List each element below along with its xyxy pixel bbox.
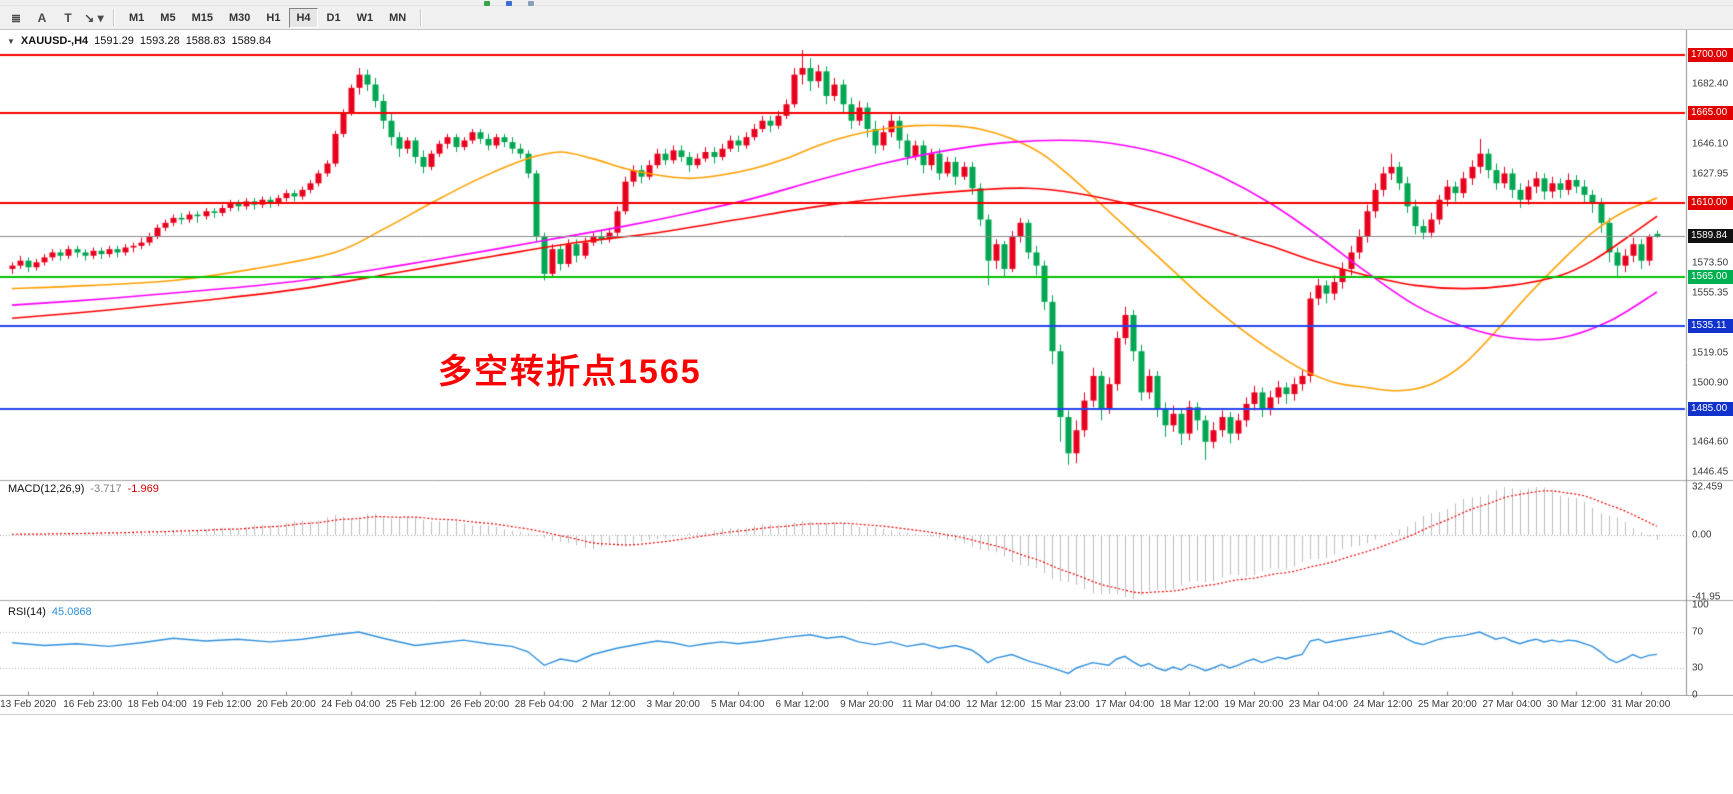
bottom-panel-space bbox=[0, 715, 1733, 794]
price-axis-tick: 1555.35 bbox=[1692, 287, 1729, 299]
time-axis-label: 24 Feb 04:00 bbox=[321, 699, 381, 710]
time-axis-label: 13 Feb 2020 bbox=[0, 699, 57, 710]
time-axis-label: 25 Feb 12:00 bbox=[385, 699, 445, 710]
chart-text-annotation[interactable]: 多空转折点1565 bbox=[438, 353, 702, 391]
time-axis-label: 16 Feb 23:00 bbox=[63, 699, 123, 710]
price-axis-tick: 1519.05 bbox=[1692, 347, 1729, 359]
rsi-axis-tick: 100 bbox=[1692, 599, 1709, 611]
rsi-axis-tick: 70 bbox=[1692, 626, 1704, 638]
price-level-badge: 1535.11 bbox=[1688, 319, 1733, 334]
macd-name: MACD(12,26,9) bbox=[8, 483, 85, 495]
rsi-axis-tick: 30 bbox=[1692, 662, 1704, 674]
macd-axis-tick: 32.459 bbox=[1692, 481, 1723, 493]
charts-grid-icon: ≣ bbox=[10, 10, 22, 25]
timeframe-d1-button[interactable]: D1 bbox=[320, 8, 348, 28]
timeframe-h1-button[interactable]: H1 bbox=[259, 8, 287, 28]
symbol-timeframe-label: XAUUSD-,H4 bbox=[20, 35, 89, 47]
rsi-value: 45.0868 bbox=[51, 606, 92, 618]
price-axis-tick: 1446.45 bbox=[1692, 466, 1729, 478]
time-axis-label: 23 Mar 04:00 bbox=[1288, 699, 1348, 710]
timeframe-m30-button[interactable]: M30 bbox=[222, 8, 257, 28]
rsi-indicator-label: RSI(14) 45.0868 bbox=[8, 606, 92, 618]
macd-axis-tick: 0.00 bbox=[1692, 529, 1712, 541]
time-axis-label: 20 Feb 20:00 bbox=[256, 699, 316, 710]
price-level-badge: 1665.00 bbox=[1688, 105, 1733, 120]
price-axis-tick: 1464.60 bbox=[1692, 436, 1729, 448]
clipped-icon-fragment bbox=[506, 1, 512, 6]
toolbar-separator bbox=[113, 9, 115, 26]
timeframe-m15-button[interactable]: M15 bbox=[185, 8, 220, 28]
time-axis-label: 26 Feb 20:00 bbox=[450, 699, 510, 710]
clipped-icon-fragment bbox=[528, 1, 534, 6]
rsi-name: RSI(14) bbox=[8, 606, 46, 618]
timeframe-h4-button[interactable]: H4 bbox=[289, 7, 318, 28]
time-axis-label: 3 Mar 20:00 bbox=[646, 699, 700, 710]
timeframe-m5-button[interactable]: M5 bbox=[153, 8, 182, 28]
price-axis-tick: 1646.10 bbox=[1692, 138, 1729, 150]
draw-arrow-icon: ↘ ▾ bbox=[84, 10, 104, 25]
drawing-tools-group: ≣ A T ↘ ▾ bbox=[3, 8, 107, 28]
ohlc-open: 1591.29 bbox=[94, 35, 134, 47]
time-axis-label: 30 Mar 12:00 bbox=[1546, 699, 1606, 710]
time-axis-label: 5 Mar 04:00 bbox=[711, 699, 765, 710]
label-a-button[interactable]: A bbox=[30, 8, 54, 28]
time-axis[interactable]: 13 Feb 2020 16 Feb 23:00 18 Feb 04:00 19 Fe… bbox=[0, 696, 1733, 715]
macd-axis-tick: -41.95 bbox=[1692, 591, 1721, 603]
timeframe-mn-button[interactable]: MN bbox=[382, 8, 413, 28]
label-a-icon: A bbox=[37, 10, 47, 25]
macd-main-value: -3.717 bbox=[90, 483, 122, 495]
text-tool-button[interactable]: T bbox=[56, 8, 80, 28]
clipped-icon-fragment bbox=[484, 1, 490, 6]
time-axis-label: 11 Mar 04:00 bbox=[902, 699, 961, 710]
price-level-badge: 1565.00 bbox=[1688, 270, 1733, 285]
chart-window: ▼ XAUUSD-,H4 1591.29 1593.28 1588.83 158… bbox=[0, 30, 1733, 701]
time-axis-label: 19 Feb 12:00 bbox=[192, 699, 252, 710]
ohlc-high: 1593.28 bbox=[139, 35, 180, 47]
time-axis-label: 12 Mar 12:00 bbox=[966, 699, 1026, 710]
toolbar-separator bbox=[420, 9, 423, 26]
price-level-badge: 1589.84 bbox=[1688, 229, 1733, 244]
price-level-badge: 1610.00 bbox=[1688, 196, 1733, 211]
timeframe-m1-button[interactable]: M1 bbox=[122, 8, 151, 28]
price-level-badge: 1700.00 bbox=[1688, 47, 1733, 62]
macd-signal-value: -1.969 bbox=[127, 483, 159, 495]
time-axis-label: 18 Feb 04:00 bbox=[127, 699, 187, 710]
price-axis-tick: 1682.40 bbox=[1692, 78, 1729, 90]
macd-indicator-label: MACD(12,26,9) -3.717 -1.969 bbox=[8, 483, 159, 495]
ohlc-low: 1588.83 bbox=[185, 35, 226, 47]
ohlc-close: 1589.84 bbox=[231, 35, 272, 47]
time-axis-label: 18 Mar 12:00 bbox=[1159, 699, 1219, 710]
price-axis-tick: 1500.90 bbox=[1692, 377, 1729, 389]
time-axis-label: 24 Mar 12:00 bbox=[1353, 699, 1413, 710]
clipped-toolbar-row bbox=[0, 0, 1733, 6]
time-axis-label: 28 Feb 04:00 bbox=[514, 699, 574, 710]
charts-grid-button[interactable]: ≣ bbox=[4, 8, 28, 28]
time-axis-label: 19 Mar 20:00 bbox=[1224, 699, 1284, 710]
timeframe-group: M1 M5 M15 M30 H1 H4 D1 W1 MN bbox=[121, 7, 414, 28]
time-axis-label: 27 Mar 04:00 bbox=[1482, 699, 1542, 710]
draw-arrow-button[interactable]: ↘ ▾ bbox=[82, 8, 106, 28]
collapse-triangle-icon[interactable]: ▼ bbox=[7, 36, 15, 46]
price-axis-tick: 1573.50 bbox=[1692, 257, 1729, 269]
time-axis-label: 2 Mar 12:00 bbox=[582, 699, 636, 710]
time-axis-label: 6 Mar 12:00 bbox=[775, 699, 829, 710]
timeframe-w1-button[interactable]: W1 bbox=[350, 8, 381, 28]
time-axis-label: 17 Mar 04:00 bbox=[1095, 699, 1155, 710]
time-axis-label: 15 Mar 23:00 bbox=[1030, 699, 1090, 710]
time-axis-label: 25 Mar 20:00 bbox=[1417, 699, 1477, 710]
time-axis-label: 31 Mar 20:00 bbox=[1611, 699, 1671, 710]
time-axis-label: 9 Mar 20:00 bbox=[840, 699, 894, 710]
text-tool-icon: T bbox=[64, 10, 72, 25]
price-chart-canvas[interactable] bbox=[0, 30, 1733, 696]
chart-ohlc-header: ▼ XAUUSD-,H4 1591.29 1593.28 1588.83 158… bbox=[7, 35, 271, 47]
toolbar: ≣ A T ↘ ▾ M1 M5 M15 M30 H1 H4 D1 W1 MN bbox=[0, 6, 1733, 30]
price-level-badge: 1485.00 bbox=[1688, 401, 1733, 416]
price-axis-tick: 1627.95 bbox=[1692, 168, 1729, 179]
rsi-axis-tick: 0 bbox=[1692, 689, 1698, 701]
